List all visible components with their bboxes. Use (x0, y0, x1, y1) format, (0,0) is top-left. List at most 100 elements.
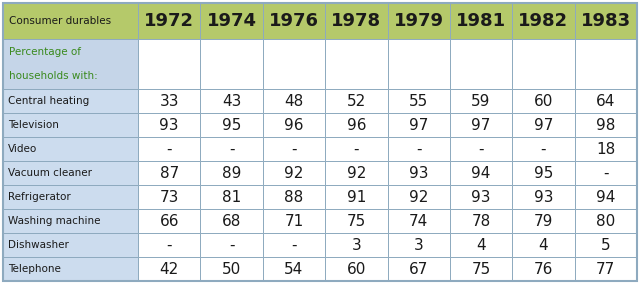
Bar (325, 257, 387, 281)
Bar (263, 185, 325, 209)
Bar (512, 185, 575, 209)
Text: 73: 73 (159, 189, 179, 204)
Text: 1976: 1976 (269, 12, 319, 30)
Text: 74: 74 (409, 214, 428, 229)
Bar (200, 113, 263, 137)
Text: 93: 93 (534, 189, 553, 204)
Text: 64: 64 (596, 93, 616, 108)
Text: 1978: 1978 (332, 12, 381, 30)
Bar (575, 89, 637, 113)
Bar (575, 209, 637, 233)
Bar (450, 39, 512, 89)
Bar (138, 3, 200, 39)
Text: -: - (166, 141, 172, 156)
Text: 55: 55 (409, 93, 428, 108)
Bar (450, 113, 512, 137)
Bar (263, 233, 325, 257)
Text: -: - (229, 237, 234, 252)
Text: Television: Television (8, 120, 59, 130)
Bar (138, 137, 200, 161)
Text: 94: 94 (472, 166, 491, 181)
Bar (138, 89, 200, 113)
Bar (325, 3, 387, 39)
Text: 1983: 1983 (580, 12, 631, 30)
Bar (3, 3, 138, 39)
Bar (200, 39, 263, 89)
Bar (387, 161, 450, 185)
Bar (138, 233, 200, 257)
Text: 1972: 1972 (144, 12, 194, 30)
Bar (512, 113, 575, 137)
Text: 1981: 1981 (456, 12, 506, 30)
Text: 67: 67 (409, 262, 428, 277)
Text: 77: 77 (596, 262, 616, 277)
Text: 75: 75 (472, 262, 491, 277)
Bar (325, 185, 387, 209)
Text: 79: 79 (534, 214, 553, 229)
Bar (512, 89, 575, 113)
Bar (450, 3, 512, 39)
Bar (387, 209, 450, 233)
Text: 68: 68 (222, 214, 241, 229)
Bar (3, 39, 138, 89)
Text: 95: 95 (534, 166, 553, 181)
Bar (200, 3, 263, 39)
Text: 60: 60 (534, 93, 553, 108)
Text: 96: 96 (284, 118, 304, 133)
Bar (575, 233, 637, 257)
Text: 92: 92 (347, 166, 366, 181)
Text: 4: 4 (539, 237, 548, 252)
Bar (512, 39, 575, 89)
Text: 42: 42 (159, 262, 179, 277)
Text: -: - (353, 141, 359, 156)
Text: Refrigerator: Refrigerator (8, 192, 71, 202)
Text: 59: 59 (472, 93, 491, 108)
Bar (387, 89, 450, 113)
Bar (512, 137, 575, 161)
Bar (325, 209, 387, 233)
Bar (3, 185, 138, 209)
Text: 93: 93 (471, 189, 491, 204)
Text: 1982: 1982 (518, 12, 568, 30)
Bar (387, 257, 450, 281)
Bar (138, 39, 200, 89)
Bar (138, 209, 200, 233)
Text: 1979: 1979 (394, 12, 444, 30)
Text: 76: 76 (534, 262, 553, 277)
Text: 3: 3 (351, 237, 361, 252)
Bar (325, 89, 387, 113)
Text: 5: 5 (601, 237, 611, 252)
Text: Washing machine: Washing machine (8, 216, 100, 226)
Bar (138, 161, 200, 185)
Text: 92: 92 (284, 166, 303, 181)
Text: 89: 89 (222, 166, 241, 181)
Text: 33: 33 (159, 93, 179, 108)
Bar (387, 113, 450, 137)
Text: 78: 78 (472, 214, 491, 229)
Bar (512, 3, 575, 39)
Text: 66: 66 (159, 214, 179, 229)
Bar (575, 3, 637, 39)
Text: -: - (291, 141, 297, 156)
Bar (325, 161, 387, 185)
Text: 71: 71 (284, 214, 303, 229)
Text: -: - (291, 237, 297, 252)
Bar (387, 39, 450, 89)
Bar (263, 39, 325, 89)
Text: 81: 81 (222, 189, 241, 204)
Text: 98: 98 (596, 118, 616, 133)
Text: Central heating: Central heating (8, 96, 89, 106)
Text: 75: 75 (347, 214, 366, 229)
Bar (450, 137, 512, 161)
Bar (450, 209, 512, 233)
Text: 95: 95 (222, 118, 241, 133)
Bar (263, 209, 325, 233)
Text: Dishwasher: Dishwasher (8, 240, 69, 250)
Bar (263, 137, 325, 161)
Text: 94: 94 (596, 189, 616, 204)
Bar (575, 137, 637, 161)
Bar (200, 233, 263, 257)
Bar (450, 161, 512, 185)
Text: 88: 88 (284, 189, 303, 204)
Bar (263, 161, 325, 185)
